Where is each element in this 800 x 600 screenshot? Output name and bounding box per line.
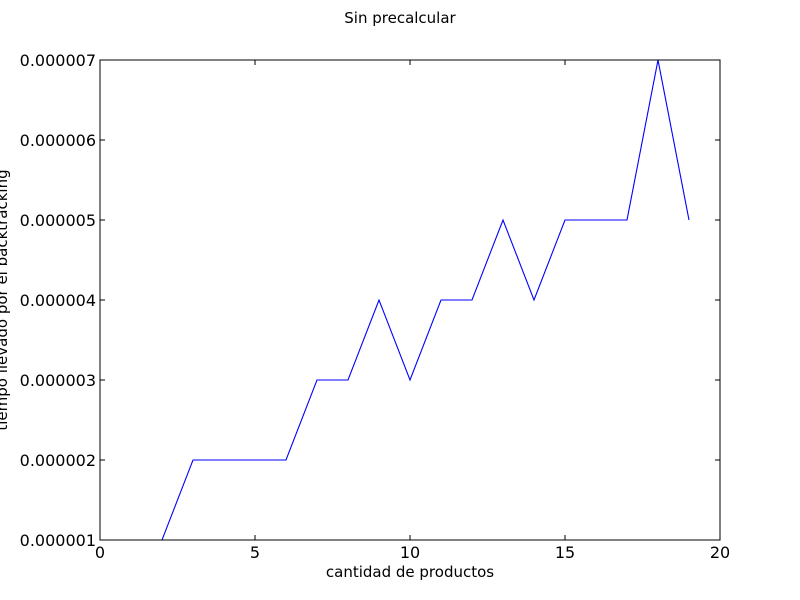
series-line-0 [131,59,690,541]
y-axis-label: tiempo llevado por el backtracking [0,169,11,430]
chart-title: Sin precalcular [344,9,456,27]
x-tick-label: 0 [95,543,105,562]
y-tick-label: 0.000005 [20,211,96,230]
plot-frame [99,59,721,541]
plot-area: 0 5 10 15 20 0.000001 0.000002 0.000003 0.000004… [20,51,731,562]
x-tick-label: 5 [250,543,260,562]
x-tick-label: 15 [555,543,575,562]
x-axis-label: cantidad de productos [326,563,494,581]
x-tick-label: 20 [710,543,730,562]
y-tick-label: 0.000006 [20,131,96,150]
y-tick-label: 0.000004 [20,291,96,310]
y-tick-label: 0.000003 [20,371,96,390]
y-tick-label: 0.000002 [20,451,96,470]
x-tick-label: 10 [400,543,420,562]
y-tick-label: 0.000007 [20,51,96,70]
y-tick-label: 0.000001 [20,531,96,550]
